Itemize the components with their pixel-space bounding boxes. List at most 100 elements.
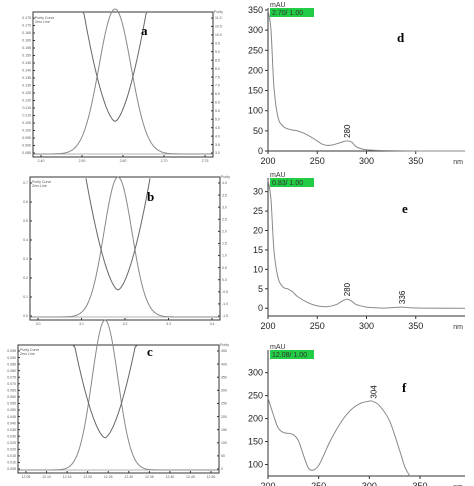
right-tick-label: -1.0 <box>222 302 228 306</box>
right-tick-label: 8.0 <box>215 67 220 71</box>
purity-panel-a: 0.175 0.170 0.165 0.160 0.155 0.150 0.145 0.140… <box>22 8 223 163</box>
y-tick-label: 150 <box>248 437 263 447</box>
legend-purity-curve: Purity Curve <box>20 348 39 352</box>
y-tick-label: 100 <box>248 460 263 470</box>
right-tick-label: 2.0 <box>222 230 227 234</box>
left-tick-label: 0.120 <box>22 99 31 103</box>
y-unit-label: mAU <box>270 344 286 351</box>
right-axis-label: Purity <box>221 175 230 179</box>
x-unit-label: nm <box>453 159 463 166</box>
left-tick-label: 0.075 <box>7 375 16 379</box>
left-tick-label: 0.020 <box>7 448 16 452</box>
y-tick-label: 25 <box>253 206 263 216</box>
right-tick-label: 9.5 <box>215 42 220 46</box>
left-tick-label: 0.150 <box>22 54 31 58</box>
right-tick-label: 4.5 <box>215 126 220 130</box>
left-tick-label: 0.090 <box>22 144 31 148</box>
spectrum-panel-e: 0 5 10 15 20 25 30 200 250 300 350 mAU nm 0.83/ 1.00 2… <box>253 172 466 331</box>
left-tick-label: 0.095 <box>7 349 16 353</box>
right-tick-label: 1.0 <box>222 254 227 258</box>
left-tick-label: 0.1 <box>23 295 28 299</box>
left-tick-label: 0.005 <box>7 467 16 471</box>
y-tick-label: 50 <box>253 126 263 136</box>
right-tick-label: 2.5 <box>222 217 227 221</box>
right-axis-label: Purity <box>214 10 223 14</box>
peak-label: 336 <box>398 290 407 304</box>
peak-label: 304 <box>369 385 378 399</box>
left-tick-label: 0.5 <box>23 219 28 223</box>
spectrum-line <box>267 9 466 152</box>
left-tick-label: 0.145 <box>22 61 31 65</box>
x-tick-label: 250 <box>310 321 325 331</box>
left-tick-label: 0.115 <box>23 106 32 110</box>
left-tick-label: 0.035 <box>7 428 16 432</box>
right-tick-label: 10.5 <box>215 25 222 29</box>
y-unit-label: mAU <box>270 172 286 179</box>
x-tick-label: 12.15 <box>63 475 72 479</box>
panel-letter-d: d <box>397 30 405 45</box>
x-tick-label: 350 <box>408 321 423 331</box>
left-tick-label: 0.105 <box>22 121 31 125</box>
y-tick-label: 300 <box>248 25 263 35</box>
right-tick-label: 8.5 <box>215 58 220 62</box>
panel-letter-a: a <box>141 23 148 38</box>
x-tick-label: 12.05 <box>22 475 31 479</box>
left-tick-label: 0.080 <box>7 369 16 373</box>
left-tick-label: 0.065 <box>7 389 16 393</box>
x-tick-label: 200 <box>260 156 275 166</box>
x-tick-label: 12.40 <box>166 475 175 479</box>
y-tick-label: 200 <box>248 414 263 424</box>
left-tick-label: 0.135 <box>22 76 31 80</box>
right-axis-label: Purity <box>220 343 229 347</box>
y-tick-label: 350 <box>248 5 263 15</box>
x-tick-label: 200 <box>260 321 275 331</box>
legend-zero-line: Zero Line <box>32 184 47 188</box>
x-tick-label: 300 <box>359 321 374 331</box>
purity-badge-bg <box>270 178 314 187</box>
legend-purity-curve: Purity Curve <box>32 180 51 184</box>
right-tick-label: 7.0 <box>215 84 220 88</box>
left-tick-label: 0.025 <box>7 441 16 445</box>
left-tick-label: 0.7 <box>23 181 28 185</box>
x-tick-label: 200 <box>260 481 275 486</box>
x-tick-label: 12.45 <box>186 475 195 479</box>
panel-letter-e: e <box>402 201 408 216</box>
right-tick-label: 300 <box>221 389 227 393</box>
right-tick-label: 6.0 <box>215 101 220 105</box>
purity-threshold-curve <box>85 178 151 291</box>
left-tick-label: 0.160 <box>22 39 31 43</box>
left-tick-label: 0.040 <box>7 421 16 425</box>
left-tick-label: 0.175 <box>22 16 31 20</box>
x-tick-label: 3.1 <box>79 322 84 326</box>
left-tick-label: 0.045 <box>7 415 16 419</box>
x-tick-label: 3.4 <box>210 322 215 326</box>
x-tick-label: 350 <box>408 156 423 166</box>
x-tick-label: 12.50 <box>207 475 216 479</box>
left-tick-label: 0.140 <box>22 69 31 73</box>
x-tick-label: 2.75 <box>202 159 209 163</box>
right-tick-label: 450 <box>221 349 227 353</box>
y-tick-label: 5 <box>258 284 263 294</box>
legend-zero-line: Zero Line <box>35 20 50 24</box>
x-tick-label: 2.40 <box>38 159 45 163</box>
left-tick-label: 0.165 <box>22 31 31 35</box>
left-tick-label: 0.085 <box>7 362 16 366</box>
y-tick-label: 250 <box>248 391 263 401</box>
left-tick-label: 0.050 <box>7 408 16 412</box>
y-tick-label: 30 <box>253 187 263 197</box>
right-tick-label: 150 <box>221 428 227 432</box>
right-tick-label: 5.5 <box>215 109 220 113</box>
purity-peak-curve <box>18 319 219 471</box>
x-tick-label: 12.10 <box>42 475 51 479</box>
purity-threshold-curve <box>82 12 148 122</box>
x-tick-label: 2.50 <box>79 159 86 163</box>
left-tick-label: 0.170 <box>22 24 31 28</box>
left-tick-label: 0.130 <box>22 84 31 88</box>
y-tick-label: 0 <box>258 146 263 156</box>
plot-frame <box>32 11 214 158</box>
left-tick-label: 0.125 <box>22 91 31 95</box>
x-unit-label: nm <box>453 484 463 486</box>
right-tick-label: 10.0 <box>215 33 222 37</box>
y-tick-label: 15 <box>253 245 263 255</box>
